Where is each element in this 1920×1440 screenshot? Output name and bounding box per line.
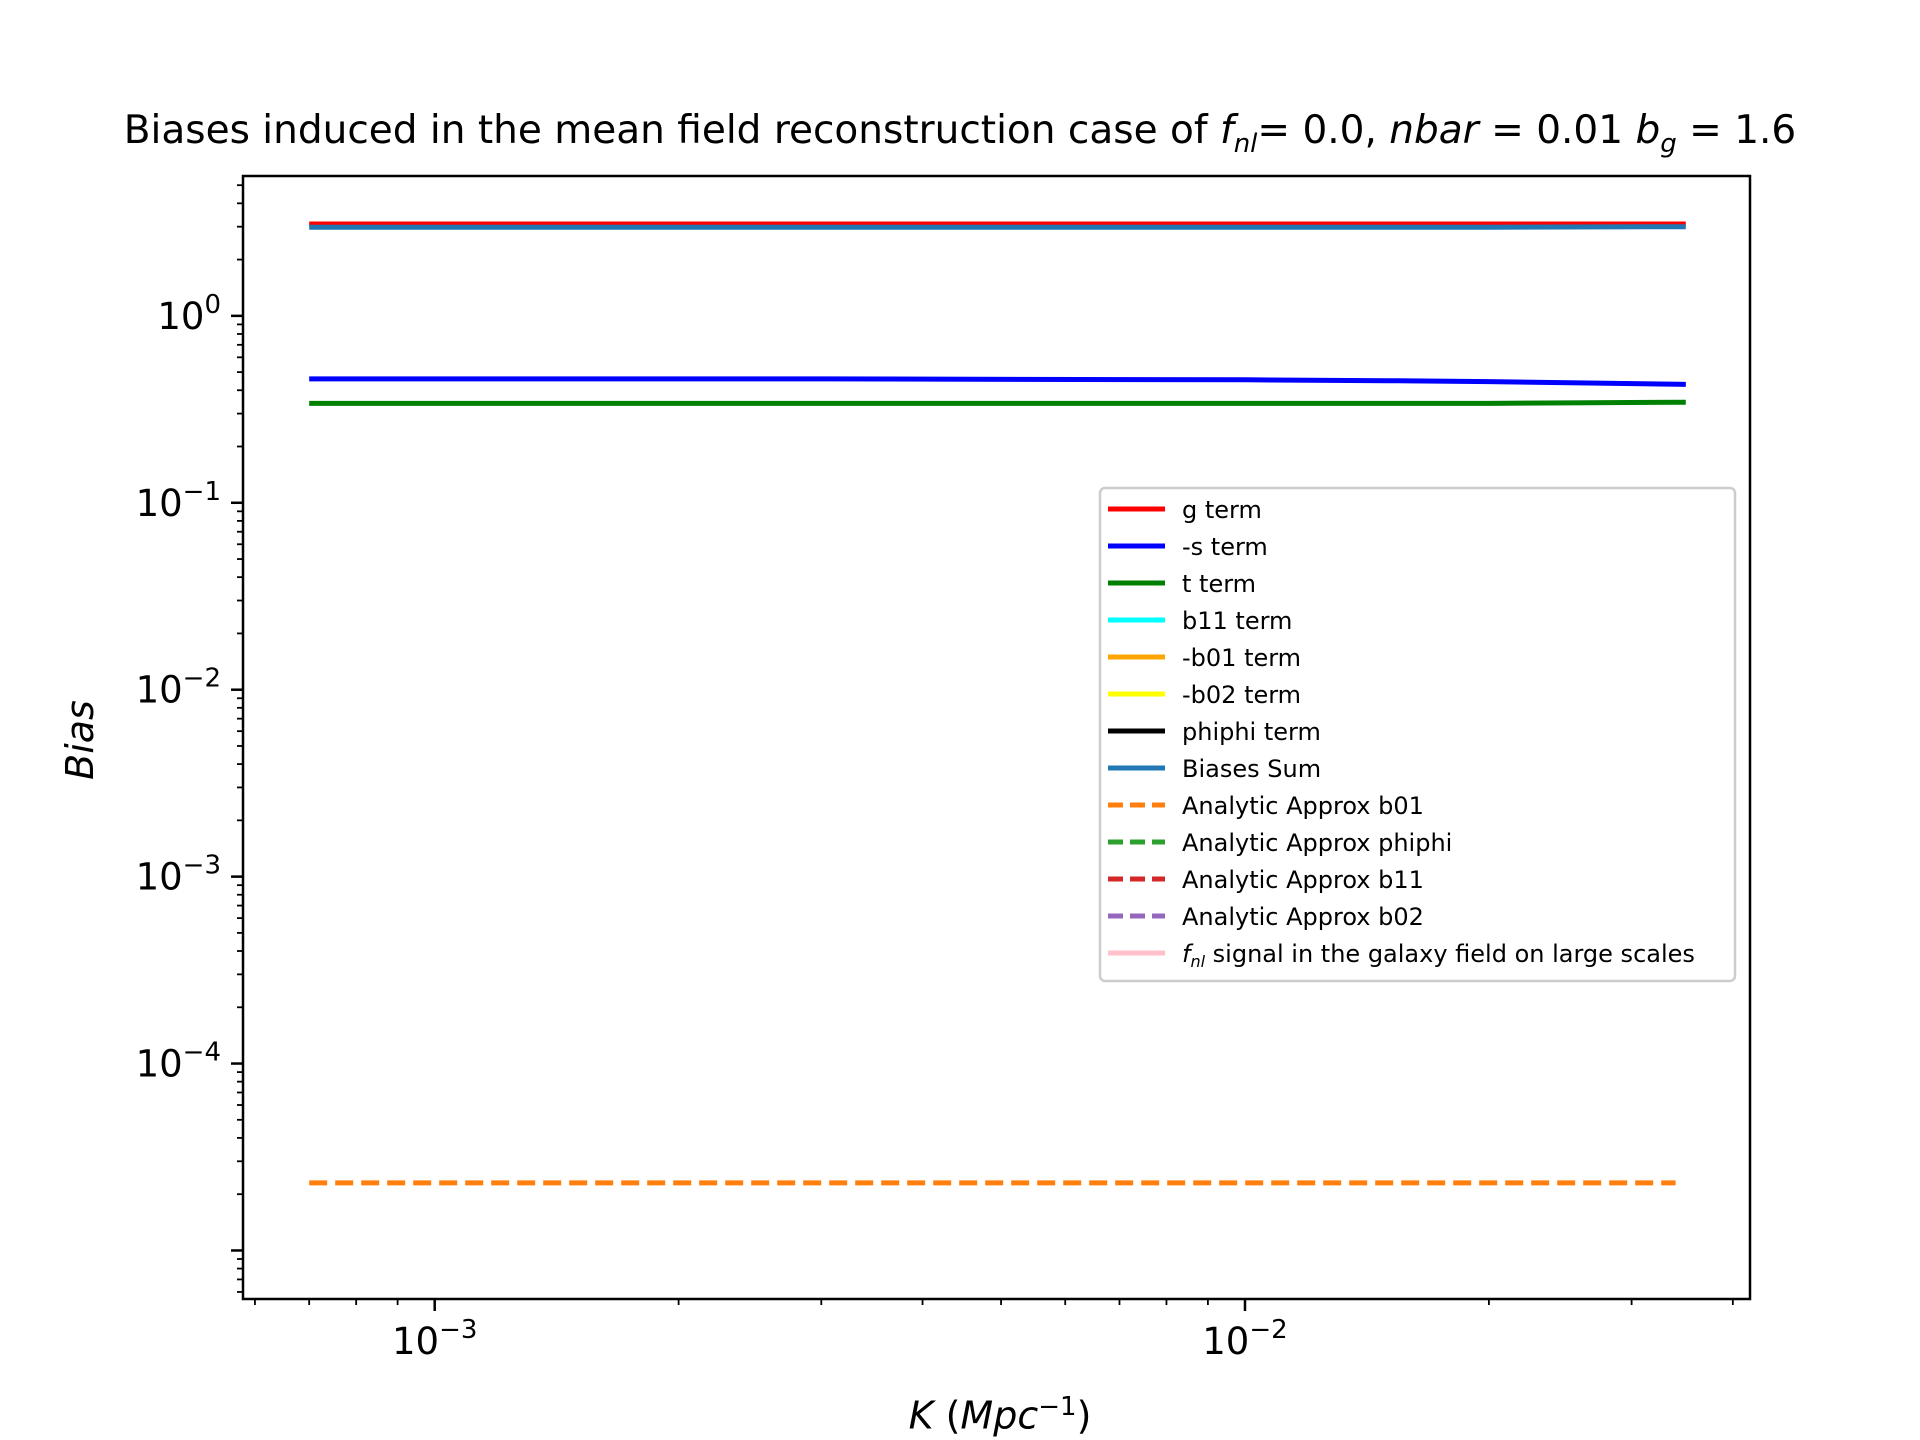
legend-label-8: Analytic Approx b01: [1182, 792, 1424, 820]
x-tick-label-0: 10−3: [392, 1315, 477, 1363]
legend-label-1: -s term: [1182, 533, 1268, 561]
legend-label-5: -b02 term: [1182, 681, 1301, 709]
y-axis-label: Bias: [58, 700, 102, 780]
y-tick-label-0: 100: [157, 290, 221, 338]
legend-label-7: Biases Sum: [1182, 755, 1321, 783]
legend-label-0: g term: [1182, 496, 1262, 524]
legend-label-9: Analytic Approx phiphi: [1182, 829, 1452, 857]
legend-label-4: -b01 term: [1182, 644, 1301, 672]
series-line-7: [309, 224, 1686, 230]
series-line-1: [309, 376, 1686, 387]
legend-label-10: Analytic Approx b11: [1182, 866, 1424, 894]
y-tick-label-3: 10−3: [136, 851, 221, 899]
legend-box: [1098, 486, 1737, 983]
legend-label-2: t term: [1182, 570, 1256, 598]
legend-label-12: fnl signal in the galaxy field on large …: [1182, 940, 1695, 971]
series-line-2: [309, 399, 1686, 406]
legend-label-6: phiphi term: [1182, 718, 1321, 746]
x-axis-label: K (Mpc−1): [908, 1392, 1092, 1438]
y-tick-label-1: 10−1: [136, 477, 221, 525]
y-tick-label-2: 10−2: [136, 664, 221, 712]
y-tick-label-4: 10−4: [136, 1038, 221, 1086]
legend-label-11: Analytic Approx b02: [1182, 903, 1424, 931]
plot-frame: [241, 174, 1752, 1301]
chart-title: Biases induced in the mean field reconst…: [123, 108, 1797, 159]
x-tick-label-1: 10−2: [1202, 1315, 1287, 1363]
legend-label-3: b11 term: [1182, 607, 1292, 635]
